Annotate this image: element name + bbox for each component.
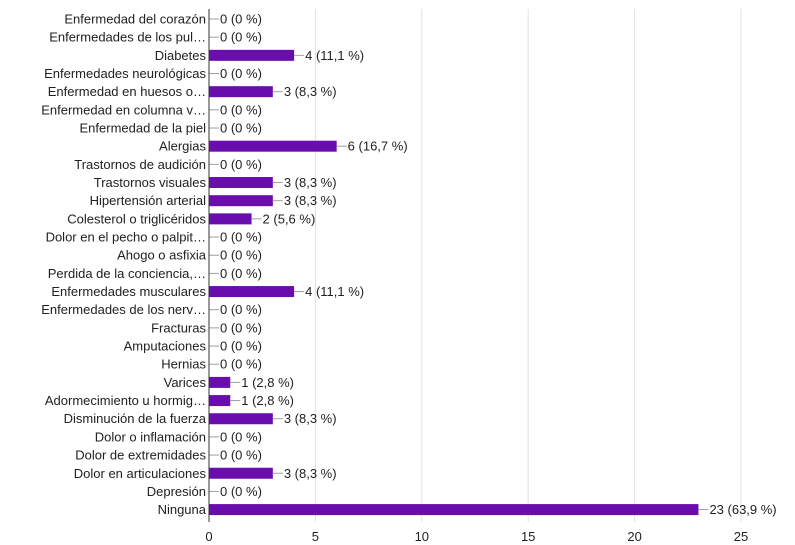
bar xyxy=(209,49,295,61)
x-axis-ticks: 0 5 10 15 20 25 xyxy=(205,529,748,544)
category-label: Adormecimiento u hormig… xyxy=(45,393,206,408)
value-label: 3 (8,3 %) xyxy=(284,175,337,190)
category-labels: Enfermedad del corazón Enfermedades de lo… xyxy=(41,12,207,518)
category-label: Depresión xyxy=(147,484,206,499)
value-label: 6 (16,7 %) xyxy=(348,139,408,154)
category-label: Enfermedad de la piel xyxy=(80,121,207,136)
bar xyxy=(209,504,699,516)
x-tick-label: 0 xyxy=(205,529,212,544)
value-label: 0 (0 %) xyxy=(220,12,262,27)
bar xyxy=(209,213,252,225)
category-label: Trastornos visuales xyxy=(94,175,207,190)
category-label: Ninguna xyxy=(158,502,207,517)
x-tick-label: 5 xyxy=(312,529,319,544)
value-labels: 0 (0 %) 0 (0 %) 4 (11,1 %) 0 (0 %) 3 (8,3 %)… xyxy=(220,12,777,518)
value-label: 3 (8,3 %) xyxy=(284,411,337,426)
value-label: 0 (0 %) xyxy=(220,230,262,245)
value-label: 0 (0 %) xyxy=(220,266,262,281)
bar xyxy=(209,286,295,298)
gridlines xyxy=(314,9,742,522)
category-label: Disminución de la fuerza xyxy=(64,411,207,426)
value-label: 2 (5,6 %) xyxy=(263,211,316,226)
category-label: Varices xyxy=(164,375,207,390)
value-label: 3 (8,3 %) xyxy=(284,466,337,481)
category-label: Enfermedades musculares xyxy=(51,284,206,299)
x-tick-label: 15 xyxy=(521,529,535,544)
value-label: 0 (0 %) xyxy=(220,357,262,372)
category-label: Amputaciones xyxy=(124,339,207,354)
value-label: 0 (0 %) xyxy=(220,448,262,463)
value-label: 0 (0 %) xyxy=(220,302,262,317)
category-label: Colesterol o triglicéridos xyxy=(67,211,206,226)
value-label: 0 (0 %) xyxy=(220,484,262,499)
bar xyxy=(209,86,273,98)
value-label: 0 (0 %) xyxy=(220,339,262,354)
category-label: Enfermedad en huesos o… xyxy=(48,84,206,99)
value-label: 0 (0 %) xyxy=(220,121,262,136)
bar xyxy=(209,140,337,152)
category-label: Enfermedad del corazón xyxy=(64,12,206,27)
value-label: 4 (11,1 %) xyxy=(305,48,364,63)
category-label: Trastornos de audición xyxy=(74,157,206,172)
category-label: Enfermedades neurológicas xyxy=(44,66,206,81)
category-label: Enfermedades de los nerv… xyxy=(41,302,206,317)
bars xyxy=(209,49,699,516)
value-label: 0 (0 %) xyxy=(220,157,262,172)
value-label: 1 (2,8 %) xyxy=(241,375,294,390)
value-label: 3 (8,3 %) xyxy=(284,84,337,99)
category-label: Fracturas xyxy=(151,320,206,335)
category-label: Perdida de la conciencia,… xyxy=(48,266,206,281)
bar xyxy=(209,413,273,425)
bar xyxy=(209,467,273,479)
category-label: Enfermedad en columna v… xyxy=(41,102,206,117)
value-label: 4 (11,1 %) xyxy=(305,284,364,299)
category-label: Alergias xyxy=(159,139,206,154)
category-label: Dolor en el pecho o palpit… xyxy=(46,230,206,245)
category-label: Dolor en articulaciones xyxy=(74,466,207,481)
category-label: Hernias xyxy=(161,357,206,372)
x-tick-label: 20 xyxy=(627,529,641,544)
value-label: 0 (0 %) xyxy=(220,429,262,444)
bar xyxy=(209,195,273,207)
value-label: 3 (8,3 %) xyxy=(284,193,337,208)
bar xyxy=(209,376,231,388)
category-label: Ahogo o asfixia xyxy=(117,248,207,263)
bar xyxy=(209,177,273,189)
value-label: 1 (2,8 %) xyxy=(241,393,294,408)
category-label: Enfermedades de los pul… xyxy=(49,30,206,45)
value-label: 0 (0 %) xyxy=(220,102,262,117)
value-label: 0 (0 %) xyxy=(220,30,262,45)
label-connectors xyxy=(209,18,709,511)
value-label: 0 (0 %) xyxy=(220,320,262,335)
category-label: Diabetes xyxy=(155,48,207,63)
x-tick-label: 10 xyxy=(415,529,429,544)
category-label: Dolor o inflamación xyxy=(95,429,206,444)
value-label: 23 (63,9 %) xyxy=(709,502,776,517)
category-label: Dolor de extremidades xyxy=(75,448,206,463)
value-label: 0 (0 %) xyxy=(220,66,262,81)
x-tick-label: 25 xyxy=(734,529,748,544)
bar xyxy=(209,395,231,407)
category-label: Hipertensión arterial xyxy=(90,193,206,208)
value-label: 0 (0 %) xyxy=(220,248,262,263)
